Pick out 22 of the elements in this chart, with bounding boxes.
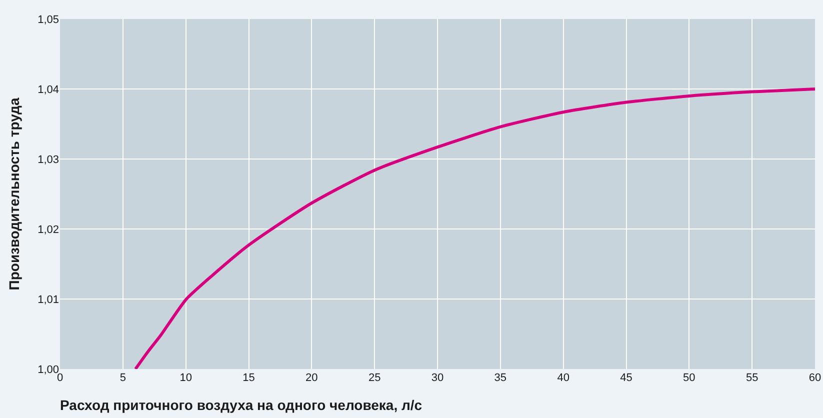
x-tick-label: 60 [808, 372, 822, 384]
x-tick-label: 40 [557, 372, 570, 384]
y-tick-label: 1,01 [38, 294, 59, 306]
y-tick-label: 1,02 [38, 224, 59, 236]
line-series [134, 88, 815, 369]
x-tick-label: 15 [242, 372, 255, 384]
y-tick-label: 1,03 [38, 154, 59, 166]
y-tick-label: 1,05 [38, 14, 59, 26]
x-tick-label: 45 [620, 372, 632, 384]
x-axis-title: Расход приточного воздуха на одного человека, л/с [60, 397, 422, 413]
y-tick-label: 1,04 [38, 84, 59, 96]
x-tick-label: 0 [56, 372, 64, 384]
y-axis-title: Производительность труда [6, 98, 22, 290]
x-tick-label: 50 [683, 372, 696, 384]
x-tick-label: 5 [120, 372, 126, 384]
x-tick-label: 55 [746, 372, 758, 384]
x-tick-label: 10 [180, 372, 192, 384]
x-tick-label: 25 [368, 372, 381, 384]
x-tick-label: 20 [306, 372, 318, 384]
x-tick-label: 35 [494, 372, 507, 384]
y-tick-label: 1,00 [38, 364, 59, 376]
x-tick-label: 30 [431, 372, 444, 384]
